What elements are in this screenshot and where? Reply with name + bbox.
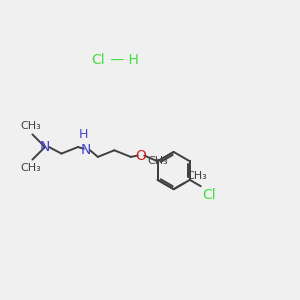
Text: H: H [79,128,88,141]
Text: O: O [135,148,146,163]
Text: N: N [81,143,92,157]
Text: CH₃: CH₃ [186,171,207,182]
Text: N: N [40,140,50,154]
Text: — H: — H [106,53,140,67]
Text: CH₃: CH₃ [20,163,41,173]
Text: CH₃: CH₃ [20,121,41,131]
Text: CH₃: CH₃ [147,156,168,166]
Text: Cl: Cl [202,188,216,202]
Text: Cl: Cl [92,53,105,67]
